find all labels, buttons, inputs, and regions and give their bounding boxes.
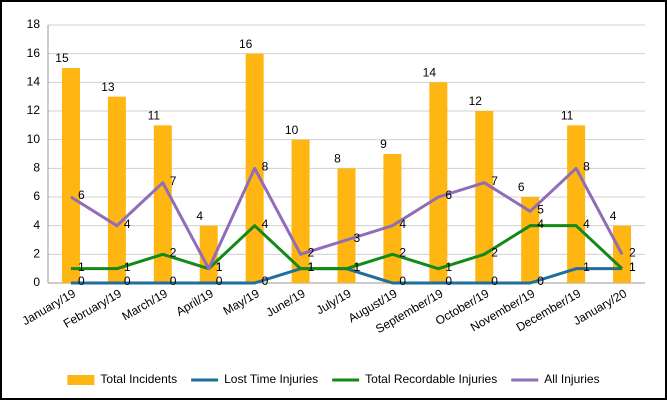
bar bbox=[61, 68, 80, 283]
bar bbox=[521, 197, 540, 283]
data-label: 2 bbox=[308, 246, 315, 260]
data-label: 10 bbox=[285, 123, 299, 137]
data-label: 0 bbox=[491, 274, 498, 288]
data-label: 6 bbox=[518, 180, 525, 194]
y-tick-label: 0 bbox=[33, 275, 40, 289]
bar bbox=[153, 125, 172, 283]
data-label: 8 bbox=[262, 160, 269, 174]
data-label: 0 bbox=[445, 274, 452, 288]
legend: Total Incidents Lost Time Injuries Total R… bbox=[67, 372, 600, 386]
data-label: 0 bbox=[399, 274, 406, 288]
bar bbox=[475, 111, 494, 283]
bar bbox=[383, 154, 402, 283]
data-label: 4 bbox=[583, 217, 590, 231]
legend-label: Lost Time Injuries bbox=[224, 372, 318, 386]
data-label: 0 bbox=[216, 274, 223, 288]
line bbox=[70, 166, 624, 271]
y-tick-label: 10 bbox=[27, 132, 41, 146]
legend-label: Total Recordable Injuries bbox=[365, 372, 497, 386]
y-tick-label: 12 bbox=[27, 103, 41, 117]
data-label: 1 bbox=[308, 260, 315, 274]
bar bbox=[337, 168, 356, 283]
y-tick-label: 6 bbox=[33, 189, 40, 203]
data-label: 2 bbox=[399, 246, 406, 260]
data-label: 5 bbox=[537, 203, 544, 217]
y-tick-label: 14 bbox=[27, 75, 41, 89]
data-label: 3 bbox=[354, 231, 361, 245]
data-label: 6 bbox=[445, 188, 452, 202]
data-label: 4 bbox=[124, 217, 131, 231]
data-label: 1 bbox=[216, 260, 223, 274]
data-label: 11 bbox=[561, 109, 574, 123]
y-tick-label: 4 bbox=[33, 218, 40, 232]
data-label: 1 bbox=[354, 260, 361, 274]
data-label: 0 bbox=[537, 274, 544, 288]
data-label: 2 bbox=[629, 246, 636, 260]
y-tick-label: 16 bbox=[27, 46, 41, 60]
y-tick-label: 18 bbox=[27, 17, 41, 31]
data-label: 4 bbox=[196, 209, 203, 223]
data-label: 4 bbox=[262, 217, 269, 231]
data-label: 0 bbox=[170, 274, 177, 288]
data-label: 1 bbox=[308, 260, 315, 274]
data-label: 16 bbox=[239, 37, 253, 51]
data-label: 8 bbox=[583, 160, 590, 174]
data-label: 1 bbox=[629, 260, 636, 274]
data-label: 13 bbox=[101, 80, 115, 94]
data-label: 0 bbox=[124, 274, 131, 288]
bar bbox=[107, 96, 126, 284]
data-label: 1 bbox=[583, 260, 590, 274]
data-label: 1 bbox=[124, 260, 131, 274]
data-label: 2 bbox=[170, 246, 177, 260]
data-label: 1 bbox=[216, 260, 223, 274]
data-label: 1 bbox=[78, 260, 85, 274]
data-label: 0 bbox=[78, 274, 85, 288]
data-label: 6 bbox=[78, 188, 85, 202]
data-label: 4 bbox=[537, 217, 544, 231]
data-label: 7 bbox=[491, 174, 498, 188]
data-label: 7 bbox=[170, 174, 177, 188]
legend-label: All Injuries bbox=[544, 372, 599, 386]
data-label: 9 bbox=[380, 137, 387, 151]
data-label: 0 bbox=[262, 274, 269, 288]
y-tick-label: 8 bbox=[33, 161, 40, 175]
data-label: 1 bbox=[629, 260, 636, 274]
legend-label: Total Incidents bbox=[100, 372, 177, 386]
data-label: 4 bbox=[399, 217, 406, 231]
data-label: 1 bbox=[445, 260, 452, 274]
data-label: 11 bbox=[148, 109, 161, 123]
bar bbox=[429, 82, 448, 283]
bar bbox=[567, 125, 586, 283]
data-label: 15 bbox=[55, 51, 69, 65]
line bbox=[70, 224, 624, 271]
data-label: 12 bbox=[469, 94, 483, 108]
data-label: 14 bbox=[423, 66, 437, 80]
data-label: 8 bbox=[334, 152, 341, 166]
data-label: 4 bbox=[610, 209, 617, 223]
legend-swatch bbox=[67, 375, 95, 385]
data-label: 2 bbox=[491, 246, 498, 260]
y-tick-label: 2 bbox=[33, 247, 40, 261]
